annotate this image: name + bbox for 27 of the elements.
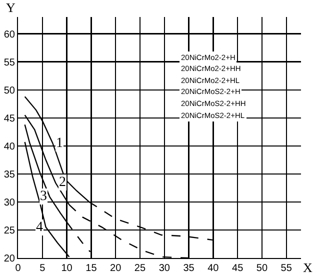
x-tick-label: 55	[280, 263, 292, 274]
y-tick-label: 25	[4, 225, 16, 236]
x-tick-label: 15	[86, 263, 98, 274]
x-tick-label: 35	[183, 263, 195, 274]
y-tick-label: 45	[4, 113, 16, 124]
series-label: 3	[40, 189, 47, 204]
series-label: 4	[36, 220, 43, 235]
series-label: 2	[59, 175, 66, 190]
y-tick-label: 60	[4, 29, 16, 40]
y-tick-label: 20	[4, 254, 16, 264]
x-tick-label: 40	[208, 263, 220, 274]
x-tick-label: 5	[40, 263, 46, 274]
x-tick-label: 20	[110, 263, 122, 274]
x-tick-label: 25	[134, 263, 146, 274]
x-tick-label: 50	[256, 263, 268, 274]
y-tick-label: 40	[4, 141, 16, 152]
x-tick-label: 30	[158, 263, 170, 274]
x-tick-label: 45	[232, 263, 244, 274]
x-axis-title: X	[303, 260, 313, 275]
series-label: 1	[56, 136, 63, 151]
x-tick-label: 10	[61, 263, 73, 274]
x-tick-label: 0	[15, 263, 22, 274]
y-tick-label: 35	[4, 169, 16, 180]
y-tick-label: 55	[4, 57, 16, 68]
y-tick-label: 30	[4, 197, 16, 208]
y-axis-title: Y	[6, 0, 16, 15]
y-tick-label: 50	[4, 85, 16, 96]
